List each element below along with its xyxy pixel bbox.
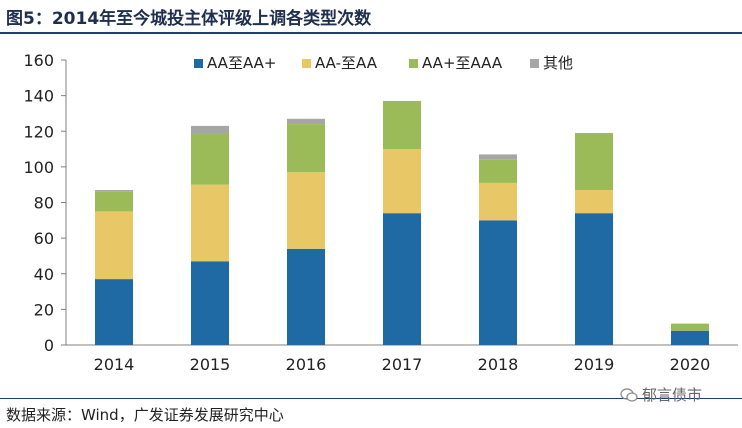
y-tick-label: 120 [23, 122, 54, 141]
wechat-icon [620, 387, 638, 402]
bar-segment [383, 100, 421, 150]
y-tick-label: 160 [23, 51, 54, 70]
bar-segment [191, 125, 229, 134]
bar-segment [287, 118, 325, 125]
y-tick-label: 80 [34, 194, 54, 213]
bar-segment [191, 261, 229, 345]
y-tick-label: 0 [44, 336, 54, 355]
x-tick-label: 2014 [94, 355, 135, 374]
bar-segment [287, 124, 325, 173]
bar-segment [575, 213, 613, 345]
legend-swatch [302, 59, 311, 68]
bar-segment [95, 191, 133, 212]
watermark-text: 郁言债市 [642, 386, 703, 404]
legend-label: 其他 [543, 54, 573, 72]
source-note: 数据来源：Wind，广发证券发展研究中心 [6, 406, 284, 424]
legend-swatch [409, 59, 418, 68]
bar-segment [287, 172, 325, 249]
y-tick-label: 20 [34, 300, 54, 319]
bar-segment [95, 190, 133, 192]
legend-swatch [194, 59, 203, 68]
legend-swatch [530, 59, 539, 68]
bar-segment [95, 279, 133, 345]
bar-segment [479, 154, 517, 160]
legend: AA至AA+ AA-至AA AA+至AAA 其他 [194, 54, 573, 72]
bar-segment [383, 213, 421, 345]
bar-segment [191, 133, 229, 185]
figure-title: 图5：2014年至今城投主体评级上调各类型次数 [6, 9, 372, 29]
bar-segment [671, 330, 709, 345]
y-tick-label: 40 [34, 265, 54, 284]
bar-segment [95, 211, 133, 280]
bar-segment [383, 149, 421, 214]
x-axis: 2014 2015 2016 2017 2018 2019 2020 [66, 344, 738, 374]
x-tick-label: 2016 [286, 355, 327, 374]
x-tick-label: 2015 [190, 355, 231, 374]
bar-segment [671, 323, 709, 331]
bar-segment [479, 182, 517, 221]
x-tick-label: 2019 [574, 355, 615, 374]
legend-label: AA至AA+ [207, 54, 276, 72]
legend-label: AA-至AA [315, 54, 378, 72]
x-tick-label: 2017 [382, 355, 423, 374]
y-tick-label: 60 [34, 229, 54, 248]
bar-segment [479, 220, 517, 345]
legend-label: AA+至AAA [422, 54, 503, 72]
title-divider [0, 32, 742, 34]
bar-segment [287, 248, 325, 345]
y-tick-label: 100 [23, 158, 54, 177]
y-tick-label: 140 [23, 87, 54, 106]
x-tick-label: 2018 [478, 355, 519, 374]
x-tick-label: 2020 [670, 355, 711, 374]
bar-segment [191, 184, 229, 262]
bar-segment [575, 190, 613, 214]
watermark: 郁言债市 [620, 384, 702, 405]
bar-series-group [95, 100, 709, 345]
bar-segment [575, 133, 613, 191]
y-axis: 0 20 40 60 80 100 120 140 160 [23, 51, 67, 355]
bar-segment [479, 159, 517, 183]
footer-divider [0, 398, 742, 399]
